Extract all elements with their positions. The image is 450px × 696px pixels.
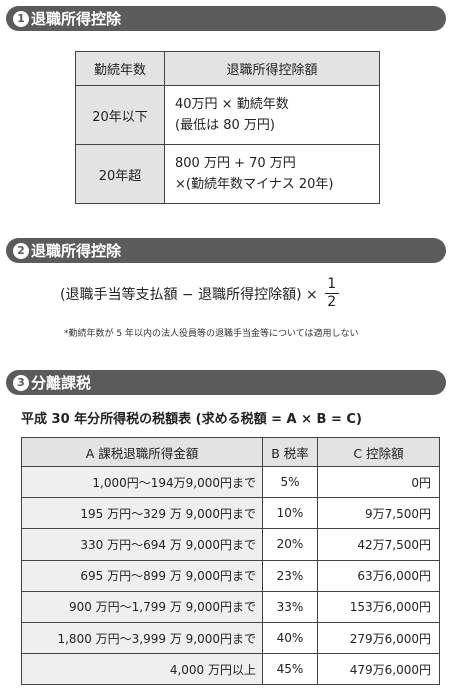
tax-rate: 23% [262, 559, 318, 592]
section-title: 分離課税 [31, 374, 92, 392]
deduction-amount: 42万7,500円 [317, 528, 440, 561]
deduction-amount: 479万6,000円 [317, 653, 440, 686]
row-value: 40万円 × 勤続年数 (最低は 80 万円) [164, 85, 380, 145]
column-header: 退職所得控除額 [164, 51, 380, 86]
deduction-amount: 63万6,000円 [317, 559, 440, 592]
income-range: 195 万円〜329 万 9,000円まで [21, 497, 263, 530]
tax-rate: 5% [262, 465, 318, 499]
section-number-badge: 2 [13, 242, 29, 259]
column-header: A 課税退職所得金額 [21, 437, 263, 467]
tax-rate: 45% [262, 653, 318, 686]
table-row: 4,000 万円以上 45% 479万6,000円 [21, 653, 440, 686]
table-row: 695 万円〜899 万 9,000円まで 23% 63万6,000円 [21, 559, 440, 592]
column-header: B 税率 [262, 437, 318, 467]
tax-rate-table: A 課税退職所得金額 B 税率 C 控除額 1,000円〜194万9,000円ま… [21, 437, 440, 686]
row-label: 20年超 [75, 144, 165, 204]
formula: (退職手当等支払額 − 退職所得控除額) × 1 2 [60, 276, 339, 311]
tax-rate: 33% [262, 590, 318, 623]
income-range: 900 万円〜1,799 万 9,000円まで [21, 590, 263, 623]
table-row: 1,000円〜194万9,000円まで 5% 0円 [21, 465, 440, 499]
section-title: 退職所得控除 [31, 242, 122, 260]
section-number-badge: 3 [13, 374, 29, 391]
deduction-table: 勤続年数 退職所得控除額 20年以下 40万円 × 勤続年数 (最低は 80 万… [75, 51, 380, 204]
tax-rate: 10% [262, 497, 318, 530]
row-value: 800 万円 + 70 万円 ×(勤続年数マイナス 20年) [164, 144, 380, 204]
fraction-numerator: 1 [327, 276, 337, 292]
income-range: 1,800 万円〜3,999 万 9,000円まで [21, 621, 263, 655]
footnote: *勤続年数が 5 年以内の法人役員等の退職手当金等については適用しない [64, 329, 359, 339]
section-3-header: 3 分離課税 [6, 370, 446, 395]
fraction-denominator: 2 [327, 294, 337, 310]
value-line: 800 万円 + 70 万円 [175, 156, 296, 171]
section-1-header: 1 退職所得控除 [6, 6, 446, 31]
income-range: 695 万円〜899 万 9,000円まで [21, 559, 263, 592]
section-title: 退職所得控除 [31, 10, 122, 28]
deduction-amount: 279万6,000円 [317, 621, 440, 655]
tax-rate: 20% [262, 528, 318, 561]
tax-rate: 40% [262, 621, 318, 655]
section-number-badge: 1 [13, 10, 29, 27]
deduction-amount: 0円 [317, 465, 440, 499]
income-range: 1,000円〜194万9,000円まで [21, 465, 263, 499]
formula-text: (退職手当等支払額 − 退職所得控除額) × [60, 286, 318, 303]
value-line: (最低は 80 万円) [175, 118, 275, 133]
value-line: 40万円 × 勤続年数 [175, 97, 289, 112]
fraction-bar [324, 293, 339, 294]
column-header: 勤続年数 [75, 51, 165, 86]
column-header: C 控除額 [317, 437, 440, 467]
table-row: 330 万円〜694 万 9,000円まで 20% 42万7,500円 [21, 528, 440, 561]
table-row: 20年超 800 万円 + 70 万円 ×(勤続年数マイナス 20年) [75, 144, 380, 204]
table-header-row: 勤続年数 退職所得控除額 [75, 51, 380, 86]
table-header-row: A 課税退職所得金額 B 税率 C 控除額 [21, 437, 440, 467]
value-line: ×(勤続年数マイナス 20年) [175, 177, 334, 192]
fraction: 1 2 [324, 276, 339, 311]
table-title: 平成 30 年分所得税の税額表 (求める税額 = A × B = C) [21, 412, 362, 427]
deduction-amount: 153万6,000円 [317, 590, 440, 623]
table-row: 20年以下 40万円 × 勤続年数 (最低は 80 万円) [75, 85, 380, 145]
table-row: 900 万円〜1,799 万 9,000円まで 33% 153万6,000円 [21, 590, 440, 623]
income-range: 330 万円〜694 万 9,000円まで [21, 528, 263, 561]
deduction-amount: 9万7,500円 [317, 497, 440, 530]
section-2-header: 2 退職所得控除 [6, 238, 446, 263]
table-row: 195 万円〜329 万 9,000円まで 10% 9万7,500円 [21, 497, 440, 530]
table-row: 1,800 万円〜3,999 万 9,000円まで 40% 279万6,000円 [21, 621, 440, 655]
income-range: 4,000 万円以上 [21, 653, 263, 686]
row-label: 20年以下 [75, 85, 165, 145]
